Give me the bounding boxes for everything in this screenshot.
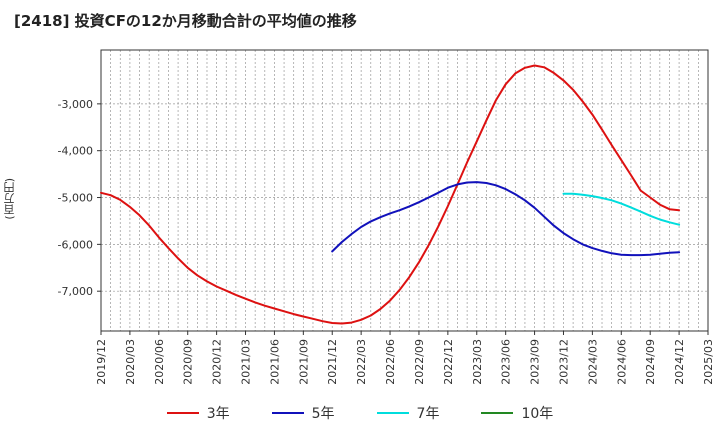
legend-swatch-7y: [376, 412, 409, 414]
y-tick-label: -7,000: [58, 285, 93, 298]
x-tick-label: 2024/12: [673, 339, 686, 385]
x-tick-label: 2024/03: [586, 339, 599, 385]
legend: 3年 5年 7年 10年: [0, 403, 720, 423]
plot-frame: [100, 49, 709, 332]
x-tick-label: 2020/12: [211, 339, 224, 385]
y-tick-label: -4,000: [58, 145, 93, 158]
x-tick-label: 2020/09: [182, 339, 195, 385]
x-tick-label: 2022/03: [355, 339, 368, 385]
legend-item: 3年: [166, 403, 230, 423]
legend-swatch-10y: [481, 412, 514, 414]
x-tick-label: 2019/12: [95, 339, 108, 385]
x-tick-label: 2022/06: [384, 339, 397, 385]
chart-title: [2418] 投資CFの12か月移動合計の平均値の推移: [14, 12, 357, 30]
x-tick-label: 2021/06: [268, 339, 281, 385]
x-tick-label: 2023/03: [471, 339, 484, 385]
x-tick-label: 2023/09: [529, 339, 542, 385]
x-tick-label: 2021/12: [326, 339, 339, 385]
legend-label-10y: 10年: [521, 406, 554, 422]
legend-item: 5年: [271, 403, 335, 423]
series-line-1: [331, 181, 681, 257]
series-line-0: [100, 64, 681, 325]
x-tick-label: 2024/06: [615, 339, 628, 385]
legend-item: 10年: [481, 403, 553, 423]
x-tick-label: 2022/12: [442, 339, 455, 385]
y-tick-label: -3,000: [58, 98, 93, 111]
legend-swatch-3y: [166, 412, 199, 414]
y-tick-label: -5,000: [58, 192, 93, 205]
series-line-2: [562, 192, 681, 226]
legend-label-7y: 7年: [416, 406, 440, 422]
x-tick-label: 2023/06: [500, 339, 513, 385]
x-tick-label: 2023/12: [557, 339, 570, 385]
x-tick-label: 2025/03: [702, 339, 715, 385]
legend-item: 7年: [376, 403, 440, 423]
plot-area: [101, 50, 708, 331]
legend-swatch-5y: [271, 412, 304, 414]
legend-label-5y: 5年: [311, 406, 335, 422]
x-tick-label: 2021/09: [297, 339, 310, 385]
x-tick-label: 2022/09: [413, 339, 426, 385]
y-tick-label: -6,000: [58, 238, 93, 251]
x-tick-label: 2020/03: [124, 339, 137, 385]
x-tick-label: 2024/09: [644, 339, 657, 385]
x-tick-label: 2020/06: [153, 339, 166, 385]
x-tick-label: 2021/03: [240, 339, 253, 385]
legend-label-3y: 3年: [206, 406, 230, 422]
